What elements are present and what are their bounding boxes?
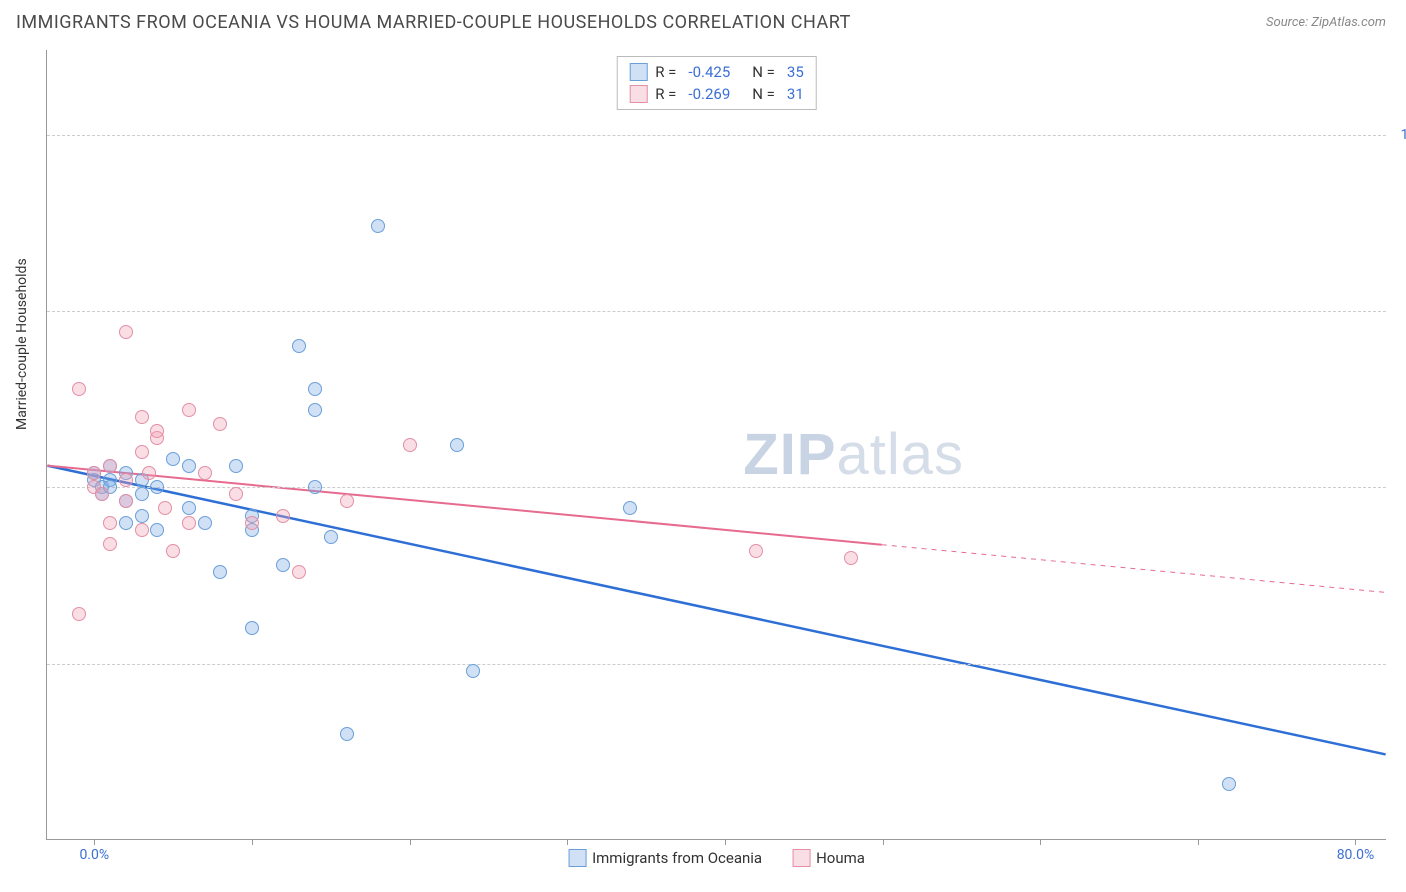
r-label: R = <box>655 63 676 81</box>
data-point <box>308 382 322 396</box>
data-point <box>103 459 117 473</box>
y-tick-label: 100.0% <box>1391 127 1406 143</box>
gridline-horizontal <box>47 135 1386 136</box>
data-point <box>166 544 180 558</box>
data-point <box>95 487 109 501</box>
data-point <box>119 516 133 530</box>
data-point <box>158 501 172 515</box>
legend-swatch <box>568 849 586 867</box>
data-point <box>276 509 290 523</box>
y-tick-label: 25.0% <box>1391 656 1406 672</box>
data-point <box>450 438 464 452</box>
legend-stat-row: R = -0.269 N = 31 <box>629 83 804 105</box>
data-point <box>150 523 164 537</box>
correlation-legend: R = -0.425 N = 35 R = -0.269 N = 31 <box>616 56 817 110</box>
data-point <box>292 565 306 579</box>
n-value: 35 <box>787 63 804 81</box>
legend-series-item: Houma <box>792 849 865 867</box>
data-point <box>749 544 763 558</box>
data-point <box>150 424 164 438</box>
data-point <box>72 607 86 621</box>
data-point <box>119 325 133 339</box>
gridline-horizontal <box>47 664 1386 665</box>
data-point <box>142 466 156 480</box>
data-point <box>135 523 149 537</box>
data-point <box>87 466 101 480</box>
x-tick-mark <box>883 839 884 845</box>
legend-stat-row: R = -0.425 N = 35 <box>629 61 804 83</box>
data-point <box>135 410 149 424</box>
trend-lines-layer <box>47 50 1386 839</box>
data-point <box>340 727 354 741</box>
r-value: -0.425 <box>688 63 730 81</box>
y-axis-label: Married-couple Households <box>14 258 30 430</box>
data-point <box>245 516 259 530</box>
legend-series-label: Houma <box>816 849 865 867</box>
data-point <box>198 466 212 480</box>
series-legend: Immigrants from Oceania Houma <box>568 849 865 867</box>
x-tick-mark <box>725 839 726 845</box>
x-tick-mark <box>94 839 95 845</box>
y-tick-label: 50.0% <box>1391 479 1406 495</box>
data-point <box>466 664 480 678</box>
r-label: R = <box>655 85 676 103</box>
data-point <box>150 480 164 494</box>
data-point <box>182 516 196 530</box>
data-point <box>213 565 227 579</box>
legend-swatch <box>629 85 647 103</box>
data-point <box>198 516 212 530</box>
legend-swatch <box>792 849 810 867</box>
chart-plot-area: ZIPatlas R =-0.425N =35R =-0.269N =31 Im… <box>46 50 1386 840</box>
data-point <box>403 438 417 452</box>
gridline-horizontal <box>47 311 1386 312</box>
data-point <box>340 494 354 508</box>
x-tick-mark <box>252 839 253 845</box>
x-tick-mark <box>1198 839 1199 845</box>
data-point <box>308 403 322 417</box>
y-tick-label: 75.0% <box>1391 303 1406 319</box>
x-tick-mark <box>410 839 411 845</box>
data-point <box>72 382 86 396</box>
data-point <box>213 417 227 431</box>
n-label: N = <box>752 85 775 103</box>
x-tick-mark <box>567 839 568 845</box>
data-point <box>371 219 385 233</box>
n-value: 31 <box>787 85 804 103</box>
legend-swatch <box>629 63 647 81</box>
data-point <box>103 516 117 530</box>
data-point <box>182 501 196 515</box>
x-tick-mark <box>1040 839 1041 845</box>
data-point <box>245 621 259 635</box>
n-label: N = <box>752 63 775 81</box>
data-point <box>229 459 243 473</box>
data-point <box>182 459 196 473</box>
data-point <box>844 551 858 565</box>
data-point <box>135 487 149 501</box>
data-point <box>229 487 243 501</box>
legend-series-item: Immigrants from Oceania <box>568 849 762 867</box>
data-point <box>292 339 306 353</box>
data-point <box>119 473 133 487</box>
data-point <box>276 558 290 572</box>
x-tick-mark <box>1355 839 1356 845</box>
gridline-horizontal <box>47 487 1386 488</box>
watermark: ZIPatlas <box>743 421 964 488</box>
data-point <box>1222 777 1236 791</box>
source-attribution: Source: ZipAtlas.com <box>1266 15 1386 30</box>
x-tick-label: 80.0% <box>1337 847 1375 863</box>
data-point <box>166 452 180 466</box>
data-point <box>135 445 149 459</box>
data-point <box>103 537 117 551</box>
chart-title: IMMIGRANTS FROM OCEANIA VS HOUMA MARRIED… <box>16 12 851 33</box>
data-point <box>119 494 133 508</box>
data-point <box>623 501 637 515</box>
data-point <box>135 509 149 523</box>
legend-series-label: Immigrants from Oceania <box>592 849 762 867</box>
data-point <box>324 530 338 544</box>
data-point <box>182 403 196 417</box>
r-value: -0.269 <box>688 85 730 103</box>
x-tick-label: 0.0% <box>79 847 109 863</box>
data-point <box>308 480 322 494</box>
